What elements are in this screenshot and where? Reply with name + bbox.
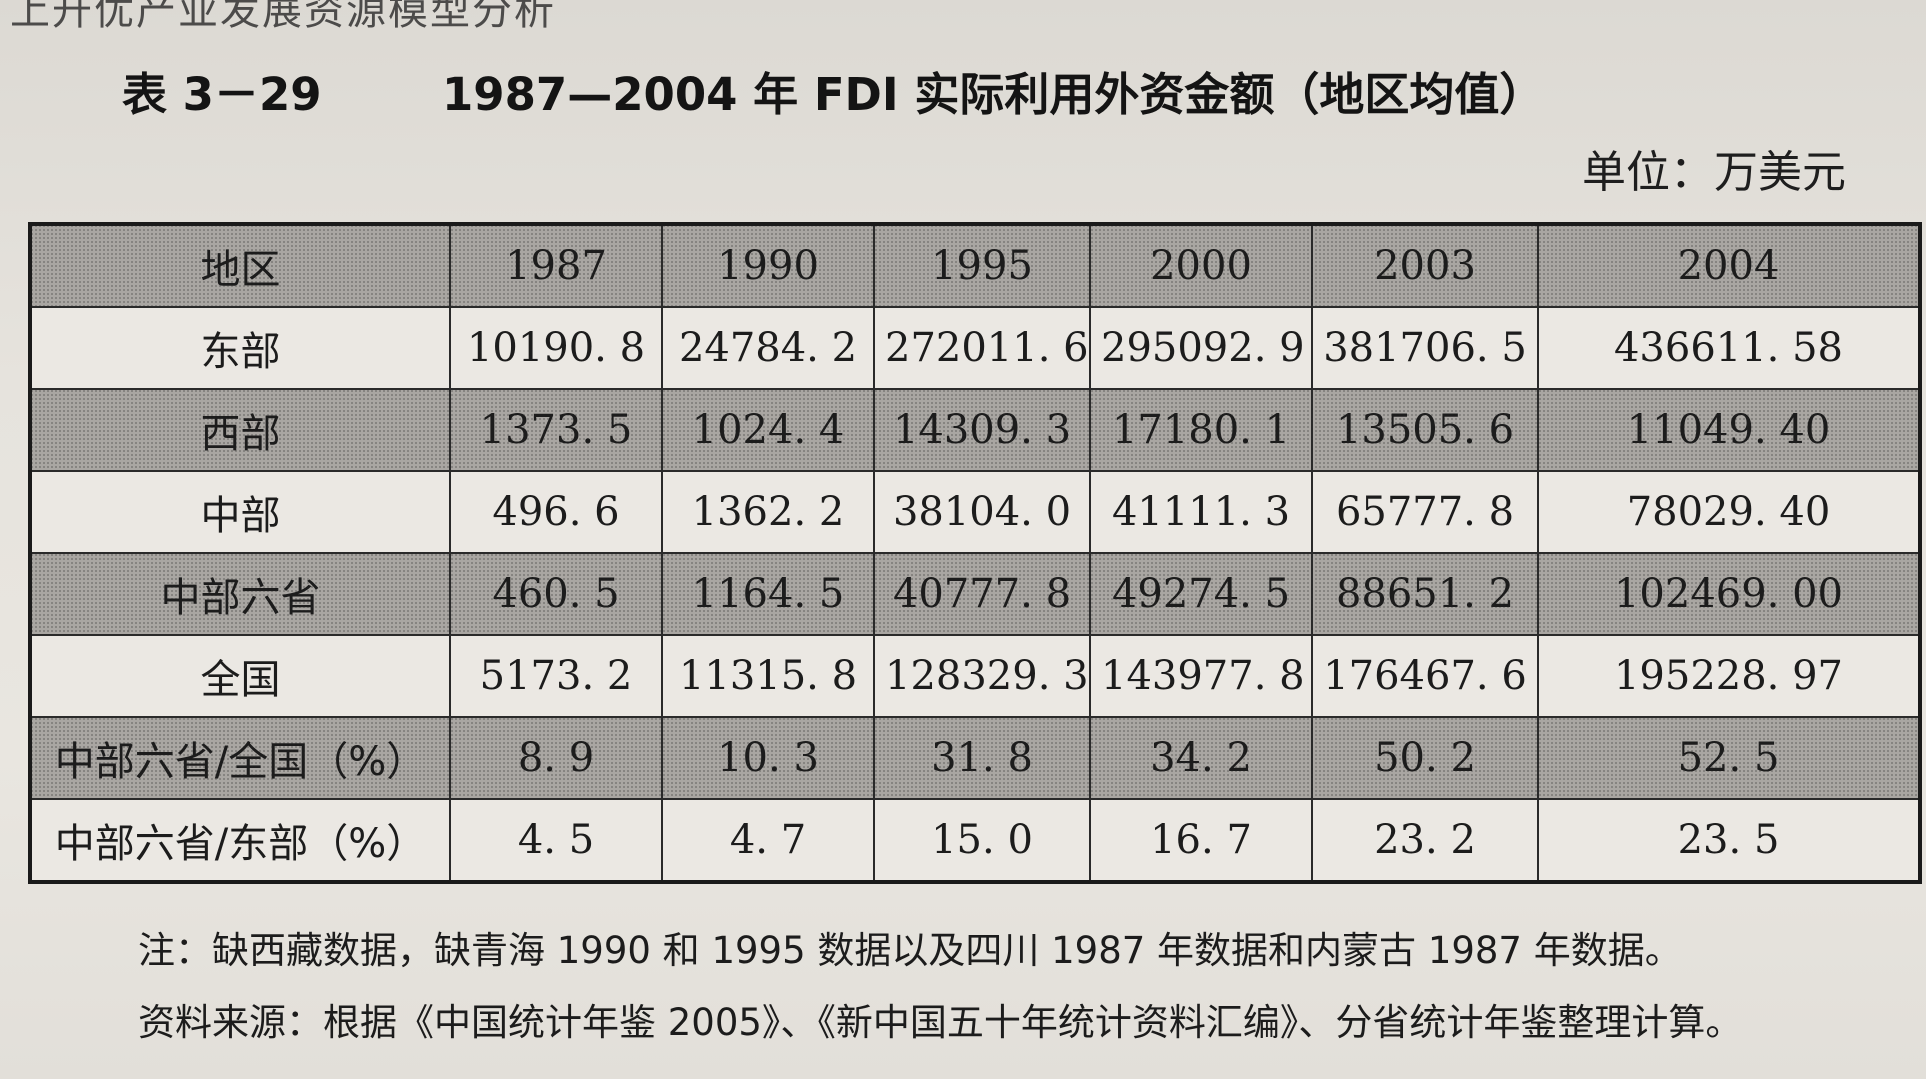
value-cell: 13505. 6: [1311, 388, 1539, 472]
table-title-text: 1987—2004 年 FDI 实际利用外资金额（地区均值）: [442, 68, 1545, 121]
value-cell: 50. 2: [1311, 716, 1539, 800]
table-row: 全国 5173. 2 11315. 8 128329. 3 143977. 8 …: [29, 634, 1921, 718]
value-cell: 272011. 6: [873, 306, 1091, 390]
region-cell: 中部六省/全国（%）: [29, 716, 451, 800]
region-cell: 中部: [29, 470, 451, 554]
table-row: 中部六省 460. 5 1164. 5 40777. 8 49274. 5 88…: [29, 552, 1921, 636]
value-cell: 4. 5: [449, 798, 663, 883]
value-cell: 381706. 5: [1311, 306, 1539, 390]
value-cell: 23. 2: [1311, 798, 1539, 883]
value-cell: 88651. 2: [1311, 552, 1539, 636]
table-note: 注：缺西藏数据，缺青海 1990 和 1995 数据以及四川 1987 年数据和…: [138, 929, 1682, 972]
value-cell: 15. 0: [873, 798, 1091, 883]
value-cell: 460. 5: [449, 552, 663, 636]
value-cell: 11315. 8: [661, 634, 875, 718]
value-cell: 24784. 2: [661, 306, 875, 390]
value-cell: 4. 7: [661, 798, 875, 883]
value-cell: 31. 8: [873, 716, 1091, 800]
value-cell: 65777. 8: [1311, 470, 1539, 554]
value-cell: 128329. 3: [873, 634, 1091, 718]
value-cell: 49274. 5: [1089, 552, 1313, 636]
table-row: 东部 10190. 8 24784. 2 272011. 6 295092. 9…: [29, 306, 1921, 390]
header-cell: 1995: [873, 223, 1091, 308]
header-cell: 1990: [661, 223, 875, 308]
value-cell: 436611. 58: [1537, 306, 1921, 390]
data-source-note: 资料来源：根据《中国统计年鉴 2005》、《新中国五十年统计资料汇编》、分省统计…: [138, 1001, 1743, 1044]
header-row: 地区 1987 1990 1995 2000 2003 2004: [29, 223, 1921, 308]
region-cell: 中部六省: [29, 552, 451, 636]
value-cell: 17180. 1: [1089, 388, 1313, 472]
cut-off-text-line: 上升优产业发展资源模型分析: [10, 0, 556, 34]
header-cell: 2004: [1537, 223, 1921, 308]
value-cell: 1373. 5: [449, 388, 663, 472]
value-cell: 8. 9: [449, 716, 663, 800]
table-number: 表 3－29: [122, 68, 322, 121]
value-cell: 23. 5: [1537, 798, 1921, 883]
table-row: 中部六省/全国（%） 8. 9 10. 3 31. 8 34. 2 50. 2 …: [29, 716, 1921, 800]
region-cell: 中部六省/东部（%）: [29, 798, 451, 883]
value-cell: 10190. 8: [449, 306, 663, 390]
value-cell: 1362. 2: [661, 470, 875, 554]
value-cell: 1024. 4: [661, 388, 875, 472]
value-cell: 11049. 40: [1537, 388, 1921, 472]
value-cell: 102469. 00: [1537, 552, 1921, 636]
table-row: 中部六省/东部（%） 4. 5 4. 7 15. 0 16. 7 23. 2 2…: [29, 798, 1921, 883]
unit-label: 单位：万美元: [1582, 147, 1846, 198]
value-cell: 38104. 0: [873, 470, 1091, 554]
region-cell: 全国: [29, 634, 451, 718]
value-cell: 34. 2: [1089, 716, 1313, 800]
value-cell: 52. 5: [1537, 716, 1921, 800]
table-title: 表 3－29 1987—2004 年 FDI 实际利用外资金额（地区均值）: [122, 58, 1544, 123]
value-cell: 195228. 97: [1537, 634, 1921, 718]
value-cell: 41111. 3: [1089, 470, 1313, 554]
header-cell: 地区: [29, 223, 451, 308]
value-cell: 496. 6: [449, 470, 663, 554]
value-cell: 14309. 3: [873, 388, 1091, 472]
header-cell: 2003: [1311, 223, 1539, 308]
value-cell: 16. 7: [1089, 798, 1313, 883]
value-cell: 10. 3: [661, 716, 875, 800]
value-cell: 5173. 2: [449, 634, 663, 718]
value-cell: 40777. 8: [873, 552, 1091, 636]
value-cell: 176467. 6: [1311, 634, 1539, 718]
value-cell: 295092. 9: [1089, 306, 1313, 390]
region-cell: 东部: [29, 306, 451, 390]
value-cell: 143977. 8: [1089, 634, 1313, 718]
region-cell: 西部: [29, 388, 451, 472]
header-cell: 1987: [449, 223, 663, 308]
table-row: 西部 1373. 5 1024. 4 14309. 3 17180. 1 135…: [29, 388, 1921, 472]
value-cell: 78029. 40: [1537, 470, 1921, 554]
value-cell: 1164. 5: [661, 552, 875, 636]
table-row: 中部 496. 6 1362. 2 38104. 0 41111. 3 6577…: [29, 470, 1921, 554]
header-cell: 2000: [1089, 223, 1313, 308]
fdi-table: 地区 1987 1990 1995 2000 2003 2004 东部 1019…: [28, 222, 1922, 884]
